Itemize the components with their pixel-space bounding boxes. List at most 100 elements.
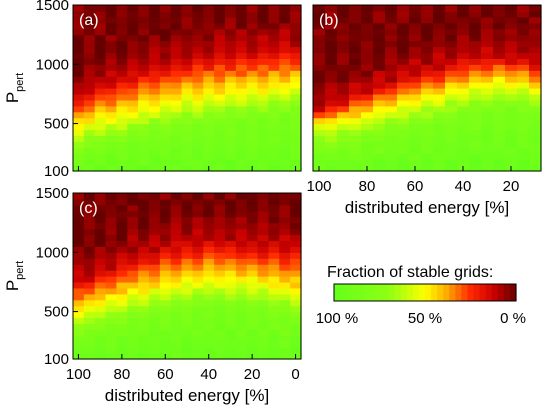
heatmap-cell <box>529 147 542 154</box>
heatmap-cell <box>170 99 183 107</box>
heatmap-cell <box>159 88 172 95</box>
heatmap-cell <box>170 105 183 113</box>
heatmap-cell <box>214 323 226 330</box>
heatmap-cell <box>529 153 542 160</box>
heatmap-cell <box>409 111 422 119</box>
heatmap-cell <box>433 70 446 77</box>
heatmap-cell <box>181 10 194 18</box>
heatmap-cell <box>279 323 291 330</box>
heatmap-cell <box>493 105 506 113</box>
heatmap-cell <box>433 64 446 71</box>
heatmap-cell <box>94 240 107 247</box>
heatmap-cell <box>94 117 107 125</box>
heatmap-cell <box>73 76 85 83</box>
heatmap-cell <box>337 147 350 154</box>
heatmap-cell <box>325 46 338 54</box>
heatmap-cell <box>246 210 259 218</box>
heatmap-cell <box>138 76 150 83</box>
heatmap-cell <box>73 93 85 101</box>
heatmap-cell <box>235 165 248 172</box>
heatmap-cell <box>397 16 410 24</box>
heatmap-cell <box>214 159 226 166</box>
heatmap-cell <box>127 28 139 36</box>
heatmap-cell <box>481 82 494 89</box>
heatmap-cell <box>181 99 194 107</box>
heatmap-cell <box>214 64 226 71</box>
heatmap-cell <box>94 105 107 113</box>
heatmap-cell <box>235 153 248 160</box>
heatmap-cell <box>181 46 194 54</box>
heatmap-cell <box>159 198 172 206</box>
heatmap-cell <box>397 10 410 18</box>
heatmap-cell <box>349 5 362 12</box>
heatmap-cell <box>337 40 350 48</box>
heatmap-cell <box>268 117 280 125</box>
heatmap-cell <box>268 323 280 330</box>
heatmap-cell <box>529 135 542 142</box>
heatmap-cell <box>529 46 542 54</box>
heatmap-cell <box>445 16 458 24</box>
heatmap-cell <box>421 129 434 137</box>
heatmap-cell <box>397 165 410 172</box>
heatmap-cell <box>325 123 338 131</box>
heatmap-cell <box>159 141 172 148</box>
heatmap-cell <box>421 147 434 154</box>
heatmap-cell <box>325 147 338 154</box>
heatmap-cell <box>214 105 226 113</box>
heatmap-cell <box>445 99 458 107</box>
heatmap-cell <box>214 305 226 313</box>
heatmap-cell <box>214 52 226 59</box>
heatmap-cell <box>257 329 270 336</box>
heatmap-cell <box>457 153 470 160</box>
colorbar-segment <box>485 284 493 301</box>
heatmap-cell <box>235 222 248 230</box>
heatmap-cell <box>279 193 291 200</box>
heatmap-cell <box>127 165 139 172</box>
heatmap-cell <box>94 28 107 36</box>
heatmap-cell <box>246 70 259 77</box>
heatmap-cell <box>409 58 422 65</box>
heatmap-cell <box>257 52 270 59</box>
heatmap-cell <box>94 347 107 354</box>
heatmap-cell <box>268 64 280 71</box>
heatmap-cell <box>203 216 215 224</box>
heatmap-cell <box>257 82 270 89</box>
heatmap-cell <box>83 258 96 265</box>
heatmap-cell <box>225 141 237 148</box>
colorbar-segment <box>388 284 396 301</box>
heatmap-cell <box>73 311 85 319</box>
heatmap-cell <box>445 135 458 142</box>
heatmap-cell <box>505 76 518 83</box>
heatmap-cell <box>433 16 446 24</box>
heatmap-cell <box>337 16 350 24</box>
heatmap-cell <box>290 99 302 107</box>
heatmap-cell <box>337 99 350 107</box>
heatmap-cell <box>83 5 96 12</box>
heatmap-cell <box>313 141 326 148</box>
heatmap-cell <box>373 52 386 59</box>
heatmap-cell <box>325 40 338 48</box>
heatmap-cell <box>83 88 96 95</box>
heatmap-cell <box>225 293 237 301</box>
heatmap-cell <box>235 129 248 137</box>
heatmap-cell <box>246 240 259 247</box>
heatmap-cell <box>94 129 107 137</box>
heatmap-cell <box>159 76 172 83</box>
heatmap-cell <box>246 228 259 236</box>
heatmap-cell <box>279 270 291 277</box>
heatmap-cell <box>149 193 161 200</box>
heatmap-cell <box>268 305 280 313</box>
heatmap-cell <box>505 99 518 107</box>
heatmap-cell <box>493 111 506 119</box>
heatmap-cell <box>149 64 161 71</box>
heatmap-cell <box>373 76 386 83</box>
heatmap-cell <box>325 129 338 137</box>
heatmap-cell <box>373 16 386 24</box>
heatmap-cell <box>481 159 494 166</box>
heatmap-cell <box>170 10 183 18</box>
heatmap-cell <box>409 159 422 166</box>
heatmap-cell <box>159 159 172 166</box>
heatmap-cell <box>235 99 248 107</box>
heatmap-cell <box>203 228 215 236</box>
heatmap-cell <box>257 105 270 113</box>
